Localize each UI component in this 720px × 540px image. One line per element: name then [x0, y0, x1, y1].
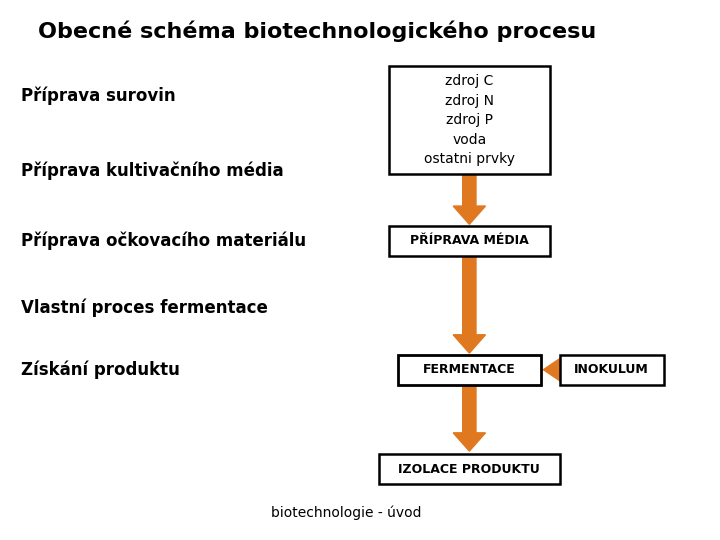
Text: FERMENTACE: FERMENTACE: [423, 363, 516, 376]
Text: biotechnologie - úvod: biotechnologie - úvod: [271, 505, 421, 520]
Text: INOKULUM: INOKULUM: [575, 363, 649, 376]
Polygon shape: [453, 256, 485, 353]
Text: IZOLACE PRODUKTU: IZOLACE PRODUKTU: [398, 463, 540, 476]
Bar: [389, 226, 550, 256]
Bar: [389, 66, 550, 174]
Text: Obecné schéma biotechnologického procesu: Obecné schéma biotechnologického procesu: [38, 21, 597, 42]
Text: PŘÍPRAVA MÉDIA: PŘÍPRAVA MÉDIA: [410, 234, 528, 247]
Bar: [398, 355, 541, 384]
Text: Příprava kultivačního média: Příprava kultivačního média: [22, 161, 284, 180]
Polygon shape: [453, 174, 485, 224]
Text: Příprava očkovacího materiálu: Příprava očkovacího materiálu: [22, 232, 307, 250]
Polygon shape: [453, 384, 485, 451]
Text: Příprava surovin: Příprava surovin: [22, 86, 176, 105]
Polygon shape: [544, 355, 595, 384]
Bar: [559, 355, 664, 384]
Text: zdroj C
zdroj N
zdroj P
voda
ostatni prvky: zdroj C zdroj N zdroj P voda ostatni prv…: [424, 75, 515, 166]
Text: Získání produktu: Získání produktu: [22, 360, 180, 379]
Text: Vlastní proces fermentace: Vlastní proces fermentace: [22, 298, 268, 316]
Bar: [379, 455, 559, 484]
